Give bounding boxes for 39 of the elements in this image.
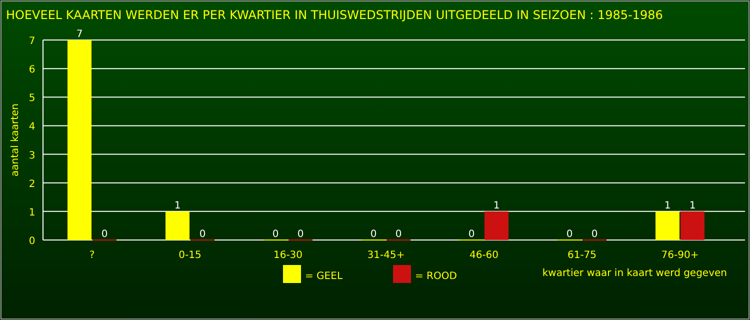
data-label: 0 xyxy=(272,229,279,240)
data-label: 0 xyxy=(199,229,206,240)
data-label: 1 xyxy=(174,200,181,212)
legend-label: = GEEL xyxy=(305,271,343,282)
data-label: 0 xyxy=(591,229,598,240)
data-label: 7 xyxy=(76,29,83,40)
y-tick-label: 6 xyxy=(28,64,36,76)
y-axis-title: aantal kaarten xyxy=(10,104,21,176)
bar xyxy=(656,211,680,240)
chart-title: HOEVEEL KAARTEN WERDEN ER PER KWARTIER IN THUISWEDSTRIJDEN UITGEDEELD IN SEIZOEN : 1985-1986 xyxy=(6,8,663,22)
x-axis-title: kwartier waar in kaart werd gegeven xyxy=(542,268,727,279)
x-tick-label: ? xyxy=(89,250,95,261)
data-label: 0 xyxy=(297,229,304,240)
y-tick-label: 4 xyxy=(28,122,36,133)
y-tick-label: 7 xyxy=(28,36,36,47)
data-label: 0 xyxy=(566,229,573,240)
x-tick-label: 76-90+ xyxy=(661,250,699,261)
y-tick-label: 3 xyxy=(28,150,36,162)
y-tick-label: 1 xyxy=(28,207,36,218)
y-tick-label: 0 xyxy=(28,236,36,247)
y-tick-label: 2 xyxy=(28,178,36,190)
x-tick-label: 31-45+ xyxy=(367,250,405,261)
bar xyxy=(68,40,92,240)
data-label: 1 xyxy=(493,200,500,212)
bar xyxy=(484,211,508,240)
data-label: 1 xyxy=(664,200,671,212)
data-label: 1 xyxy=(689,200,696,212)
x-tick-label: 46-60 xyxy=(469,250,499,261)
y-tick-label: 5 xyxy=(28,93,36,104)
data-label: 0 xyxy=(370,229,377,240)
bar xyxy=(166,211,190,240)
legend-label: = ROOD xyxy=(415,271,458,282)
x-tick-label: 16-30 xyxy=(273,250,303,261)
x-tick-label: 61-75 xyxy=(567,250,597,261)
x-tick-label: 0-15 xyxy=(178,250,202,261)
data-label: 0 xyxy=(468,229,475,240)
data-label: 0 xyxy=(395,229,402,240)
bar xyxy=(680,211,704,240)
data-label: 0 xyxy=(101,229,108,240)
